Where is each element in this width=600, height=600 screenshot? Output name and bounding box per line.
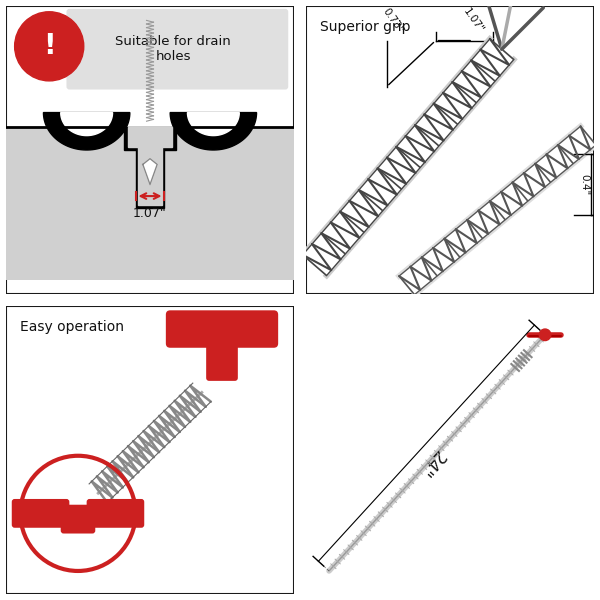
Bar: [6, 208, 294, 280]
Text: 0.73": 0.73": [380, 6, 404, 35]
Text: Superior grip: Superior grip: [320, 20, 411, 34]
Polygon shape: [143, 158, 157, 185]
Polygon shape: [43, 113, 130, 150]
FancyBboxPatch shape: [86, 499, 144, 528]
Text: Easy operation: Easy operation: [20, 320, 124, 334]
Text: 0.4": 0.4": [580, 174, 590, 195]
Polygon shape: [399, 126, 596, 295]
Polygon shape: [302, 39, 514, 275]
Text: Suitable for drain
holes: Suitable for drain holes: [115, 35, 231, 63]
Text: 24": 24": [414, 447, 447, 480]
FancyBboxPatch shape: [12, 499, 70, 528]
Text: !: !: [43, 32, 56, 61]
Polygon shape: [170, 113, 257, 150]
Text: 1.07": 1.07": [133, 207, 167, 220]
FancyBboxPatch shape: [166, 310, 278, 348]
FancyBboxPatch shape: [61, 505, 95, 533]
Polygon shape: [61, 113, 113, 136]
Polygon shape: [187, 113, 239, 136]
Polygon shape: [124, 127, 176, 208]
Circle shape: [14, 12, 84, 81]
Text: 1.07": 1.07": [461, 6, 485, 35]
Bar: [6, 127, 294, 208]
FancyBboxPatch shape: [206, 335, 238, 381]
FancyBboxPatch shape: [67, 9, 288, 89]
Polygon shape: [89, 383, 211, 502]
Polygon shape: [128, 127, 172, 205]
Circle shape: [539, 329, 551, 341]
